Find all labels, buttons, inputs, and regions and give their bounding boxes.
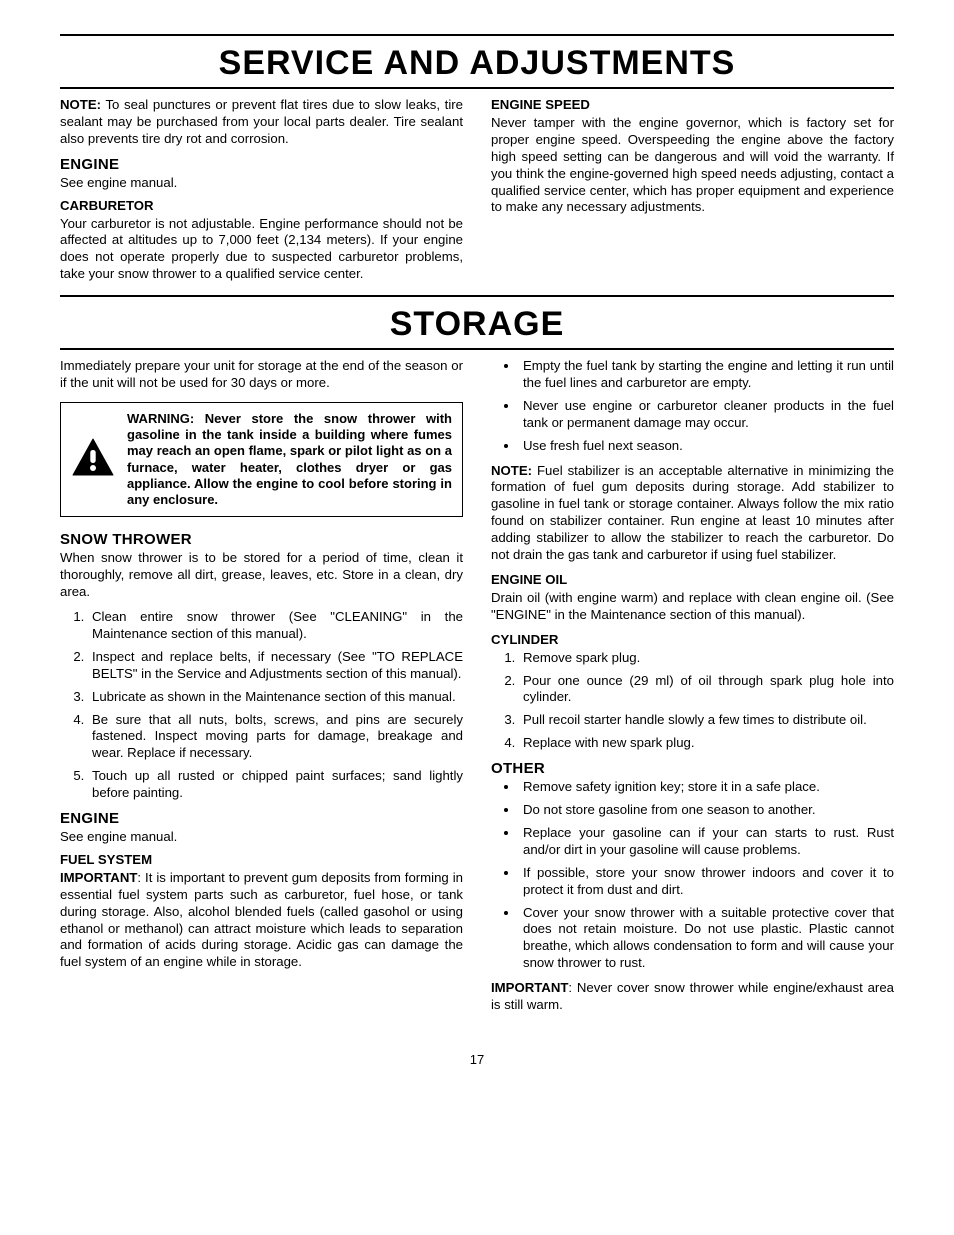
list-item: Lubricate as shown in the Maintenance se… xyxy=(88,689,463,706)
fuel-bullet-list: Empty the fuel tank by starting the engi… xyxy=(491,358,894,454)
stabilizer-note: NOTE: Fuel stabilizer is an acceptable a… xyxy=(491,463,894,564)
important-label: IMPORTANT xyxy=(60,870,137,885)
carburetor-text: Your carburetor is not adjustable. Engin… xyxy=(60,216,463,284)
page-number: 17 xyxy=(60,1052,894,1067)
note-text: To seal punctures or prevent flat tires … xyxy=(60,97,463,146)
service-left-col: NOTE: To seal punctures or prevent flat … xyxy=(60,97,463,291)
top-rule xyxy=(60,34,894,36)
list-item: Replace with new spark plug. xyxy=(519,735,894,752)
cylinder-list: Remove spark plug. Pour one ounce (29 ml… xyxy=(491,650,894,752)
stabilizer-text: Fuel stabilizer is an acceptable alterna… xyxy=(491,463,894,562)
list-item: Remove spark plug. xyxy=(519,650,894,667)
list-item: Never use engine or carburetor cleaner p… xyxy=(519,398,894,432)
snow-thrower-text: When snow thrower is to be stored for a … xyxy=(60,550,463,601)
list-item: Cover your snow thrower with a suitable … xyxy=(519,905,894,973)
cylinder-heading: CYLINDER xyxy=(491,632,894,647)
list-item: Pull recoil starter handle slowly a few … xyxy=(519,712,894,729)
list-item: Be sure that all nuts, bolts, screws, an… xyxy=(88,712,463,763)
list-item: Pour one ounce (29 ml) of oil through sp… xyxy=(519,673,894,707)
carburetor-heading: CARBURETOR xyxy=(60,198,463,213)
other-heading: OTHER xyxy=(491,760,894,777)
snow-thrower-heading: SNOW THROWER xyxy=(60,531,463,548)
list-item: Empty the fuel tank by starting the engi… xyxy=(519,358,894,392)
list-item: Replace your gasoline can if your can st… xyxy=(519,825,894,859)
important-label-2: IMPORTANT xyxy=(491,980,568,995)
section-title-storage: STORAGE xyxy=(60,305,894,344)
fuel-system-text: IMPORTANT: It is important to prevent gu… xyxy=(60,870,463,971)
note-label: NOTE: xyxy=(60,97,101,112)
engine-oil-heading: ENGINE OIL xyxy=(491,572,894,587)
storage-columns: Immediately prepare your unit for storag… xyxy=(60,358,894,1022)
storage-left-col: Immediately prepare your unit for storag… xyxy=(60,358,463,1022)
snow-thrower-list: Clean entire snow thrower (See "CLEANING… xyxy=(60,609,463,802)
list-item: Touch up all rusted or chipped paint sur… xyxy=(88,768,463,802)
rule-above-storage xyxy=(60,295,894,297)
section-title-service: SERVICE AND ADJUSTMENTS xyxy=(60,44,894,83)
other-list: Remove safety ignition key; store it in … xyxy=(491,779,894,972)
engine-text: See engine manual. xyxy=(60,175,463,192)
engine-text-2: See engine manual. xyxy=(60,829,463,846)
note-label-2: NOTE: xyxy=(491,463,532,478)
storage-right-col: Empty the fuel tank by starting the engi… xyxy=(491,358,894,1022)
list-item: Use fresh fuel next season. xyxy=(519,438,894,455)
cover-important: IMPORTANT: Never cover snow thrower whil… xyxy=(491,980,894,1014)
list-item: Do not store gasoline from one season to… xyxy=(519,802,894,819)
warning-box: WARNING: Never store the snow thrower wi… xyxy=(60,402,463,518)
engine-oil-text: Drain oil (with engine warm) and replace… xyxy=(491,590,894,624)
engine-speed-heading: ENGINE SPEED xyxy=(491,97,894,112)
list-item: Clean entire snow thrower (See "CLEANING… xyxy=(88,609,463,643)
rule-under-title-1 xyxy=(60,87,894,89)
list-item: Remove safety ignition key; store it in … xyxy=(519,779,894,796)
engine-speed-text: Never tamper with the engine governor, w… xyxy=(491,115,894,216)
rule-under-storage xyxy=(60,348,894,350)
engine-heading-2: ENGINE xyxy=(60,810,463,827)
engine-heading: ENGINE xyxy=(60,156,463,173)
list-item: If possible, store your snow thrower ind… xyxy=(519,865,894,899)
storage-intro: Immediately prepare your unit for storag… xyxy=(60,358,463,392)
warning-icon xyxy=(71,437,115,482)
tire-note: NOTE: To seal punctures or prevent flat … xyxy=(60,97,463,148)
list-item: Inspect and replace belts, if necessary … xyxy=(88,649,463,683)
service-right-col: ENGINE SPEED Never tamper with the engin… xyxy=(491,97,894,291)
fuel-system-heading: FUEL SYSTEM xyxy=(60,852,463,867)
warning-text: WARNING: Never store the snow thrower wi… xyxy=(127,411,452,509)
service-columns: NOTE: To seal punctures or prevent flat … xyxy=(60,97,894,291)
